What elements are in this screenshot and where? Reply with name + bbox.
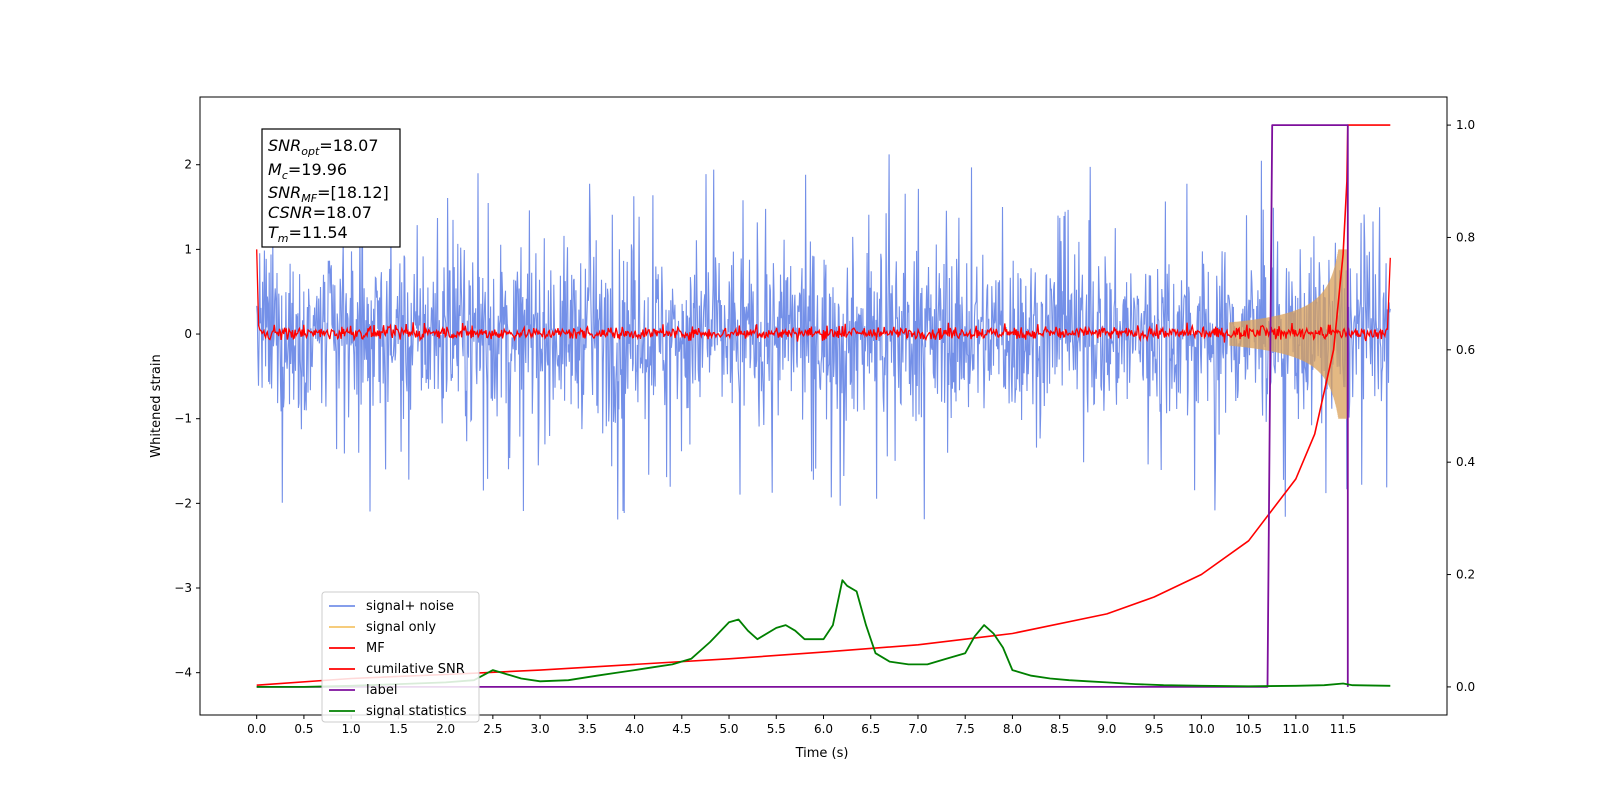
x-tick-label: 8.0 [1003, 722, 1022, 736]
y-tick-label-left: 1 [184, 242, 192, 256]
x-tick-label: 9.0 [1097, 722, 1116, 736]
x-tick-label: 7.5 [956, 722, 975, 736]
series-mf [256, 249, 1391, 343]
x-tick-label: 1.0 [342, 722, 361, 736]
x-tick-label: 1.5 [389, 722, 408, 736]
x-tick-label: 2.5 [483, 722, 502, 736]
x-tick-label: 5.0 [719, 722, 738, 736]
x-tick-label: 3.0 [531, 722, 550, 736]
legend-label: cumilative SNR [366, 662, 465, 677]
x-tick-label: 8.5 [1050, 722, 1069, 736]
y-tick-label-right: 0.4 [1456, 455, 1475, 469]
y-axis-label-left: Whitened strain [149, 354, 164, 457]
legend-label: MF [366, 641, 385, 656]
x-tick-label: 7.0 [908, 722, 927, 736]
plot-area [256, 124, 1391, 688]
y-tick-label-left: −3 [174, 581, 192, 595]
x-tick-label: 10.0 [1188, 722, 1215, 736]
series-cumilative-snr [256, 124, 1391, 686]
x-axis: 0.0 0.5 1.0 1.5 2.0 2.5 3.0 3.5 4.0 4.5 5.0 5.5 6.0 6… [247, 715, 1356, 736]
y-tick-label-left: 0 [184, 327, 192, 341]
y-tick-label-right: 0.0 [1456, 680, 1475, 694]
series-signal-plus-noise [256, 154, 1391, 520]
series-signal-statistics [256, 579, 1391, 688]
x-tick-label: 0.0 [247, 722, 266, 736]
info-snr-mf: SNRMF=[18.12] [268, 183, 389, 205]
series-label [256, 124, 1349, 688]
info-tm: Tm=11.54 [268, 223, 348, 245]
y-tick-label-left: −4 [174, 666, 192, 680]
y-axis-right: 0.0 0.2 0.4 0.6 0.8 1.0 [1447, 118, 1475, 694]
legend-label: signal statistics [366, 704, 467, 719]
x-tick-label: 9.5 [1145, 722, 1164, 736]
x-tick-label: 2.0 [436, 722, 455, 736]
x-axis-label: Time (s) [795, 746, 849, 761]
info-csnr: CSNR=18.07 [268, 203, 372, 222]
info-snr-opt: SNRopt=18.07 [268, 136, 379, 158]
y-tick-label-right: 0.2 [1456, 568, 1475, 582]
legend-label: signal+ noise [366, 599, 454, 614]
x-tick-label: 6.0 [814, 722, 833, 736]
x-tick-label: 11.0 [1282, 722, 1309, 736]
info-box: SNRopt=18.07 Mc=19.96 SNRMF=[18.12] CSNR… [261, 128, 401, 248]
y-tick-label-right: 0.8 [1456, 230, 1475, 244]
y-axis-left: −4 −3 −2 −1 0 1 2 [174, 158, 200, 680]
legend-label: signal only [366, 620, 436, 635]
y-tick-label-left: −1 [174, 412, 192, 426]
x-tick-label: 4.5 [672, 722, 691, 736]
x-tick-label: 10.5 [1235, 722, 1262, 736]
legend-label: label [366, 683, 397, 698]
y-tick-label-left: −2 [174, 496, 192, 510]
x-tick-label: 4.0 [625, 722, 644, 736]
y-tick-label-left: 2 [184, 158, 192, 172]
x-tick-label: 5.5 [767, 722, 786, 736]
x-tick-label: 11.5 [1330, 722, 1357, 736]
x-tick-label: 6.5 [861, 722, 880, 736]
x-tick-label: 0.5 [294, 722, 313, 736]
y-tick-label-right: 1.0 [1456, 118, 1475, 132]
y-tick-label-right: 0.6 [1456, 343, 1475, 357]
legend: signal+ noise signal only MF cumilative SNR… [321, 591, 480, 723]
x-tick-label: 3.5 [578, 722, 597, 736]
info-mc: Mc=19.96 [268, 160, 347, 182]
